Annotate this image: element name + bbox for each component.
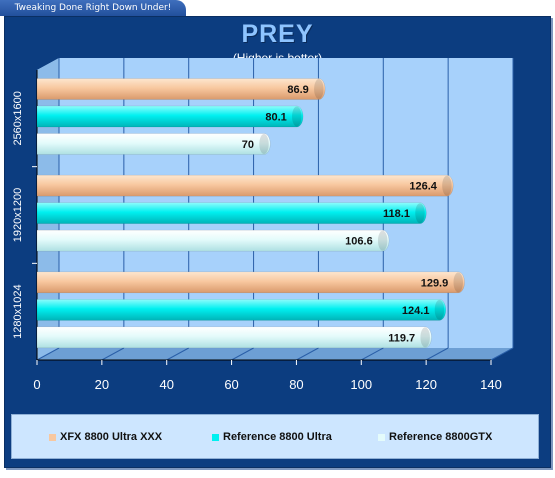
data-label: 126.4 (409, 181, 437, 193)
bar-cap (292, 106, 302, 127)
data-label: 70 (242, 139, 254, 151)
bar-cap (434, 299, 445, 320)
gridline-floor (296, 347, 319, 361)
bars (36, 78, 465, 349)
category-label: 2560x1600 (12, 91, 24, 145)
x-tick-label: 100 (350, 377, 372, 392)
bar-cap (453, 272, 463, 293)
legend-item-xfx: XFX 8800 Ultra XXX (49, 431, 162, 443)
legend-item-ultra: Reference 8800 Ultra (212, 431, 332, 443)
bar-cap (314, 79, 324, 99)
gridline-floor (101, 347, 125, 361)
bar-cap (377, 230, 388, 251)
category-label: 1920x1200 (12, 188, 24, 242)
legend-label: XFX 8800 Ultra XXX (60, 431, 163, 443)
bar (36, 133, 271, 155)
bar (36, 229, 390, 252)
data-label: 119.7 (388, 332, 415, 344)
gridline-floor (425, 347, 449, 361)
bar (36, 326, 432, 349)
data-label: 80.1 (265, 112, 286, 124)
data-label: 86.9 (287, 84, 308, 96)
legend-label: Reference 8800GTX (389, 431, 493, 443)
legend-swatch (378, 433, 385, 441)
bar (36, 78, 326, 100)
legend-label: Reference 8800 Ultra (223, 431, 332, 443)
gridline-floor (361, 347, 384, 361)
gridline-floor (36, 347, 60, 361)
data-label: 129.9 (421, 277, 449, 289)
bar-cap (259, 134, 269, 154)
bar-cap (442, 175, 452, 196)
gridline-floor (166, 347, 189, 361)
bar (36, 174, 454, 197)
bar (36, 202, 427, 224)
gridline-floor (490, 347, 514, 361)
bar-cap (415, 203, 425, 224)
legend-swatch (49, 433, 56, 441)
data-label: 118.1 (383, 208, 410, 220)
category-label: 1280x1024 (12, 284, 24, 338)
data-label: 106.6 (345, 236, 373, 248)
gridline-floor (231, 347, 254, 361)
bar (36, 105, 304, 128)
legend-swatch (212, 433, 219, 441)
legend-item-gtx: Reference 8800GTX (378, 431, 492, 443)
x-tick-label: 140 (480, 377, 502, 392)
bar (36, 299, 446, 321)
x-tick-label: 0 (33, 377, 40, 392)
legend: XFX 8800 Ultra XXX Reference 8800 Ultra … (11, 414, 539, 459)
x-tick-label: 80 (289, 377, 303, 392)
chart-title: PREY (241, 20, 314, 48)
data-label: 124.1 (402, 305, 430, 317)
bar-cap (420, 327, 430, 348)
labels: 0 20 40 60 80 100 120 140 2560x1600 1920x1200 1280… (12, 84, 502, 392)
bar (36, 271, 465, 294)
x-tick-label: 20 (95, 377, 109, 392)
x-tick-label: 120 (415, 377, 437, 392)
banner-tab: Tweaking Done Right Down Under! (0, 0, 186, 16)
x-tick-label: 40 (159, 377, 173, 392)
x-tick-label: 60 (224, 377, 238, 392)
plot-floor (37, 348, 513, 360)
